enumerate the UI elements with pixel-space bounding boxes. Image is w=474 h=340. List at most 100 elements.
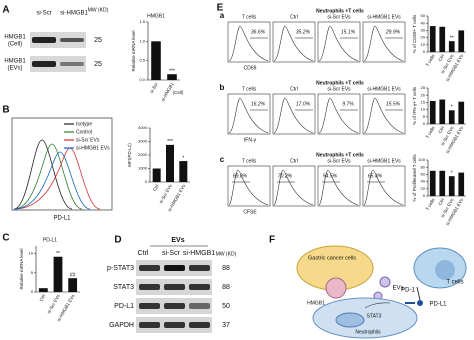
histogram-curve xyxy=(13,151,91,210)
pd1-stalk xyxy=(416,286,421,301)
blot-band xyxy=(164,284,185,290)
f-label: HMGB1 xyxy=(307,300,325,306)
nucleus xyxy=(325,277,347,299)
histogram-frame xyxy=(227,93,271,135)
lane-label: si-Scr xyxy=(36,11,51,17)
mw-value: 88 xyxy=(222,284,230,291)
group-label: EVs xyxy=(171,237,184,244)
histogram-curve xyxy=(273,169,314,206)
panel-label: D xyxy=(114,235,121,246)
significance: ** xyxy=(56,251,60,257)
legend-label: Control xyxy=(76,129,92,135)
bar xyxy=(448,41,455,52)
panel-label: B xyxy=(2,105,9,116)
mw-value: 50 xyxy=(222,303,230,310)
significance: * xyxy=(451,105,453,111)
blot-band xyxy=(189,303,210,309)
row-label: HMGB1 xyxy=(4,59,26,65)
row-sub: (Cell) xyxy=(8,42,22,48)
gate-percent: 15.5% xyxy=(386,101,401,107)
x-tick-label: T cells xyxy=(425,125,436,139)
x-axis-label: IFN-γ xyxy=(244,137,257,143)
gate-percent: 9.7% xyxy=(342,101,354,107)
histogram-curve xyxy=(13,143,83,210)
y-tick-label: 0.5 xyxy=(139,58,145,63)
histogram-curve xyxy=(363,97,404,134)
y-tick-label: 60 xyxy=(421,171,426,176)
histogram-frame xyxy=(227,21,271,63)
f-label: PD-1 xyxy=(401,288,415,294)
bar xyxy=(439,99,446,124)
mw-value: 37 xyxy=(222,322,230,329)
bar xyxy=(166,144,174,182)
bar xyxy=(458,172,465,196)
blot-band xyxy=(139,284,160,290)
gate-percent: 16.2% xyxy=(251,101,266,107)
row-label: HMGB1 xyxy=(4,35,26,41)
y-tick-label: 30 xyxy=(421,27,426,32)
bar xyxy=(458,101,465,124)
y-tick-label: 100 xyxy=(418,157,425,162)
gate-percent: 54.5% xyxy=(323,173,338,179)
bar xyxy=(439,170,446,196)
bar xyxy=(458,30,465,52)
x-tick-label: T cells xyxy=(425,53,436,67)
panel-label: F xyxy=(269,235,275,246)
blot-band xyxy=(164,303,185,309)
bar xyxy=(38,288,48,292)
histogram-curve xyxy=(228,97,269,134)
y-tick-label: 1.5 xyxy=(139,19,145,24)
histogram-curve xyxy=(318,169,359,206)
y-tick-label: 40 xyxy=(421,179,426,184)
legend-label: Isotype xyxy=(76,121,92,127)
significance: *** xyxy=(169,69,175,75)
pd1 xyxy=(417,300,423,306)
histogram-frame xyxy=(272,21,316,63)
y-tick-label: 4000 xyxy=(138,125,148,130)
y-tick-label: 20 xyxy=(421,186,426,191)
lane-label: si-HMGB1 xyxy=(60,11,88,17)
ev xyxy=(379,276,391,288)
x-axis-label: CFSE xyxy=(243,209,257,215)
column-header: T cells xyxy=(242,14,257,20)
blot-band xyxy=(189,265,210,271)
blot-band xyxy=(189,284,210,290)
histogram-curve xyxy=(318,25,359,62)
x-tick-label: T cells xyxy=(425,197,436,211)
y-tick-label: 1.0 xyxy=(139,38,145,43)
y-tick-label: 20 xyxy=(421,35,426,40)
histogram-frame xyxy=(272,93,316,135)
neutrophil xyxy=(312,297,418,339)
column-header: si-HMGB1 EVs xyxy=(367,86,401,92)
y-tick-label: 0 xyxy=(423,121,426,126)
row-label: b xyxy=(220,83,225,92)
chart-title: HMGB1 xyxy=(147,13,165,19)
histogram-curve xyxy=(363,169,404,206)
arrow xyxy=(364,302,391,309)
column-header: si-HMGB1 EVs xyxy=(367,14,401,20)
row-sub: (EVs) xyxy=(8,66,23,72)
nucleus xyxy=(335,312,365,328)
column-header: T cells xyxy=(242,86,257,92)
gate-percent: 69.8% xyxy=(233,173,248,179)
mw-value: 25 xyxy=(94,37,102,44)
lane-label: si-Scr xyxy=(162,250,181,257)
significance: * xyxy=(182,155,184,161)
y-axis-label: % of IFN-γ+ T cells xyxy=(412,86,417,125)
f-label: PD-L1 xyxy=(429,302,447,308)
bar xyxy=(429,170,436,196)
y-tick-label: 0.0 xyxy=(139,77,145,82)
gate-percent: 29.9% xyxy=(385,29,401,35)
histogram-curve xyxy=(273,25,314,62)
column-header: Ctrl xyxy=(290,86,298,92)
histogram-frame xyxy=(317,93,361,135)
histogram-curve xyxy=(273,97,314,134)
lane-label: si-HMGB1 xyxy=(183,250,215,257)
bar xyxy=(151,41,161,80)
significance: ** xyxy=(450,36,454,42)
gate-percent: 70.2% xyxy=(278,173,293,179)
group-header: Neutrophils +T cells xyxy=(316,8,364,14)
f-label: Neutrophils xyxy=(355,329,381,335)
histogram-curve xyxy=(318,97,359,134)
